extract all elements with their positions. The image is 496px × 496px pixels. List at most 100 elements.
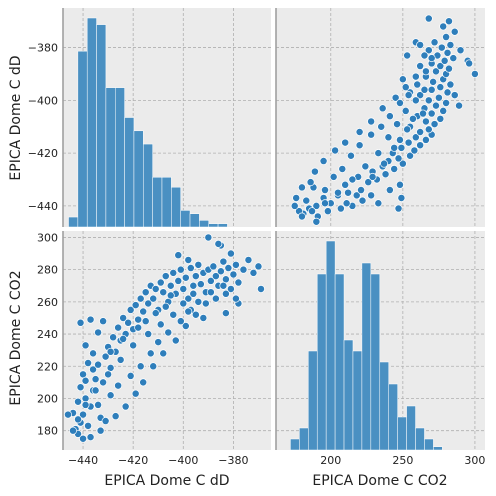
scatter-point [358, 196, 367, 205]
histogram-bar [208, 223, 219, 228]
histogram-bar [180, 210, 191, 228]
x-tick-label-dD: −420 [118, 454, 148, 467]
scatter-point [348, 175, 357, 184]
scatter-point [292, 194, 301, 202]
histogram-bar [433, 446, 443, 451]
scatter-point [194, 260, 203, 269]
scatter-point [361, 162, 370, 171]
scatter-point [404, 138, 413, 147]
histogram-bar [133, 130, 144, 228]
histogram-bar [96, 24, 107, 228]
scatter-point [257, 285, 265, 293]
panel-scatter-dD-vs-co2-background [63, 231, 271, 450]
scatter-point [410, 146, 419, 155]
scatter-point [101, 352, 110, 361]
scatter-point [424, 14, 433, 23]
scatter-point [465, 59, 474, 68]
scatter-point [94, 400, 103, 409]
histogram-bar [415, 427, 425, 451]
scatter-point [396, 99, 404, 107]
scatter-point [79, 434, 87, 443]
scatter-point [76, 318, 85, 327]
scatter-point [420, 51, 429, 60]
histogram-bar [115, 87, 125, 228]
scatter-point [302, 196, 311, 205]
scatter-point [84, 421, 93, 430]
panel-co2-histogram [275, 231, 485, 451]
scatter-point [321, 199, 329, 208]
scatter-point [76, 383, 85, 392]
scatter-point [347, 151, 355, 160]
scatter-point [344, 188, 353, 197]
scatter-point [74, 397, 82, 406]
y-tick-label-co2: 280 [37, 264, 58, 277]
scatter-point [427, 109, 436, 118]
scatter-point [290, 201, 299, 210]
x-axis-label-dD: EPICA Dome C dD [104, 473, 229, 489]
scatter-point [166, 281, 175, 290]
scatter-point [403, 125, 412, 134]
scatter-point [321, 186, 329, 195]
scatter-point [234, 278, 243, 287]
scatter-point [221, 309, 230, 318]
scatter-point [450, 27, 459, 36]
scatter-point [429, 77, 438, 86]
scatter-point [336, 204, 345, 213]
scatter-point [159, 349, 168, 358]
scatter-point [367, 130, 376, 139]
scatter-point [443, 88, 452, 97]
y-axis-label-dD: EPICA Dome C dD [8, 55, 24, 180]
scatter-point [446, 80, 455, 89]
scatter-point [231, 294, 240, 303]
histogram-bar [68, 216, 79, 228]
scatter-point [131, 389, 140, 398]
x-tick-label-dD: −400 [168, 454, 198, 467]
y-tick-label-dD: −400 [28, 94, 58, 107]
scatter-point [106, 391, 115, 400]
scatter-point [184, 294, 193, 303]
scatter-point [390, 143, 399, 152]
histogram-bar [370, 273, 381, 451]
scatter-point [377, 122, 386, 131]
scatter-point [416, 62, 425, 70]
scatter-point [96, 426, 105, 435]
scatter-point [456, 46, 465, 55]
scatter-point [306, 178, 315, 187]
scatter-point [432, 67, 440, 76]
scatter-point [440, 56, 449, 65]
scatter-point [352, 191, 361, 200]
histogram-bar [290, 438, 300, 451]
histogram-bar [343, 339, 354, 451]
scatter-point [416, 40, 425, 49]
histogram-bar [316, 273, 327, 451]
histogram-bar [199, 220, 209, 228]
scatter-point [91, 375, 100, 384]
scatter-point [430, 38, 439, 47]
panel-scatter-co2-vs-dD [275, 8, 485, 227]
scatter-point [86, 315, 95, 324]
scatter-point [69, 426, 77, 435]
y-tick-label-co2: 240 [37, 328, 58, 341]
scatter-point [196, 280, 205, 289]
scatter-point [204, 233, 213, 242]
scatter-point [89, 365, 98, 374]
scatter-point [419, 109, 427, 118]
scatter-point [368, 172, 377, 181]
panel-scatter-dD-vs-co2 [62, 231, 271, 450]
scatter-point [390, 165, 399, 173]
scatter-point [436, 62, 445, 70]
scatter-point [470, 70, 479, 78]
scatter-point [396, 135, 404, 144]
scatter-point [401, 83, 410, 92]
scatter-point [181, 273, 190, 282]
histogram-bar [161, 176, 172, 228]
scatter-point [189, 281, 198, 290]
scatter-point [151, 285, 160, 293]
scatter-point [64, 410, 72, 419]
scatter-point [411, 133, 420, 142]
histogram-bar [325, 240, 336, 451]
scatter-point [385, 186, 394, 195]
scatter-point [154, 338, 163, 347]
scatter-point [186, 264, 195, 272]
scatter-point [434, 93, 443, 102]
